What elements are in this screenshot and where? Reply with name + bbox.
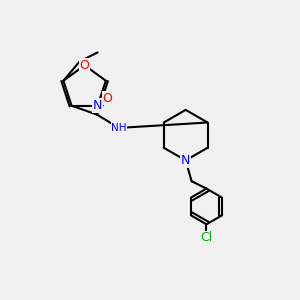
Text: N: N [181,154,190,167]
Text: Cl: Cl [200,231,213,244]
Text: O: O [102,92,112,105]
Text: NH: NH [111,123,127,133]
Text: N: N [93,99,102,112]
Text: O: O [80,59,89,72]
